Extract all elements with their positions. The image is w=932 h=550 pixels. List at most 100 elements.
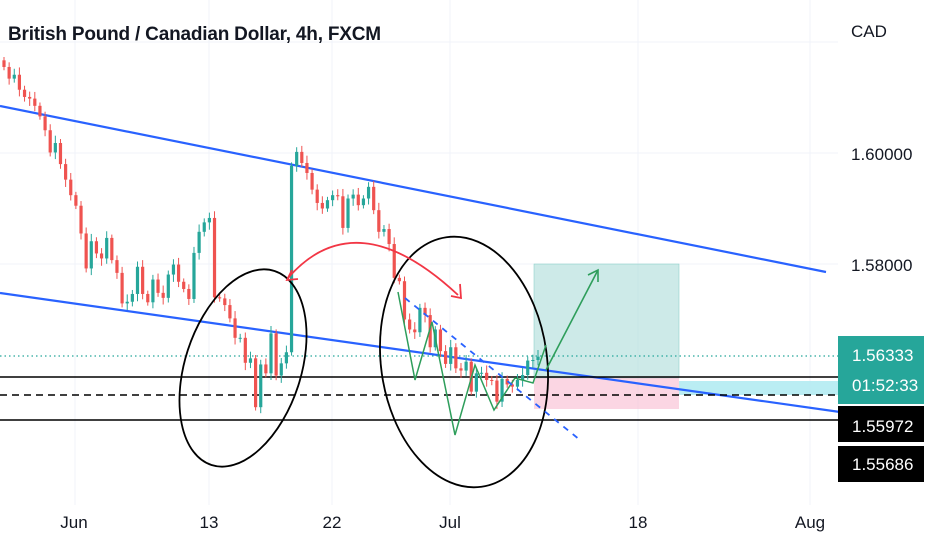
x-tick-13: 13	[200, 513, 219, 532]
candle-body	[315, 189, 319, 203]
candle-body	[520, 375, 525, 380]
candle-body	[197, 231, 201, 253]
candle-body	[182, 281, 186, 289]
candle-body	[428, 315, 432, 348]
candle-body	[382, 229, 386, 232]
candle-body	[243, 337, 247, 363]
chart-title: British Pound / Canadian Dollar, 4h, FXC…	[8, 24, 381, 45]
candle-body	[202, 222, 206, 232]
arc-arrow-head-left	[285, 269, 299, 282]
candle-body	[495, 380, 499, 402]
upper-trend-line[interactable]	[0, 104, 827, 274]
candle-body	[58, 143, 63, 165]
candle-body	[351, 194, 355, 199]
candle-body	[207, 217, 211, 223]
candle-body	[372, 186, 376, 211]
candle-body	[356, 194, 360, 206]
candle-body	[84, 233, 88, 269]
candle-body	[99, 253, 104, 259]
candle-body	[33, 98, 37, 106]
candle-body	[464, 361, 468, 371]
zigzag-pattern[interactable]	[397, 291, 547, 436]
candle-body	[141, 266, 145, 294]
candle-body	[336, 195, 340, 197]
candle-body	[284, 352, 289, 364]
candle-body	[223, 298, 227, 306]
level-1-badge	[838, 406, 924, 442]
candle-body	[305, 162, 309, 173]
candle-body	[135, 266, 140, 294]
dashed-channel-line[interactable]	[404, 297, 581, 441]
x-tick-aug: Aug	[795, 513, 825, 532]
candle-body	[120, 272, 124, 304]
candle-body	[413, 329, 417, 333]
y-tick-2: 1.58000	[851, 256, 912, 275]
candle-body	[279, 363, 283, 376]
candle-body	[94, 241, 99, 254]
x-tick-jun: Jun	[60, 513, 87, 532]
candle-body	[300, 151, 304, 163]
candle-body	[151, 279, 155, 303]
countdown-band	[679, 381, 838, 395]
candle-body	[248, 358, 253, 363]
candle-body	[110, 237, 114, 261]
level-2-badge	[838, 446, 924, 482]
candle-body	[218, 297, 222, 299]
candle-body	[64, 164, 68, 180]
projection-arrow[interactable]	[545, 269, 599, 371]
candle-body	[397, 277, 401, 282]
candle-body	[74, 195, 78, 206]
candle-body	[485, 372, 489, 380]
candle-body	[361, 198, 366, 206]
candle-series	[2, 56, 540, 414]
countdown-value: 01:52:33	[852, 376, 918, 395]
arc-arrow[interactable]	[287, 241, 459, 296]
candle-body	[89, 241, 93, 269]
candle-body	[515, 379, 520, 387]
y-tick-1: 1.60000	[851, 145, 912, 164]
candle-body	[526, 360, 530, 375]
candle-body	[69, 179, 73, 196]
candle-body	[253, 358, 258, 408]
candle-body	[443, 351, 448, 364]
candle-body	[423, 307, 427, 316]
left-circle[interactable]	[156, 253, 329, 483]
candle-body	[295, 151, 299, 166]
candle-body	[48, 130, 52, 153]
candle-body	[228, 305, 232, 319]
candle-body	[320, 202, 324, 209]
candle-body	[331, 195, 335, 201]
candle-body	[12, 74, 16, 79]
level-2-value: 1.55686	[852, 455, 913, 474]
candle-body	[449, 347, 453, 364]
candle-body	[187, 288, 191, 299]
right-circle[interactable]	[364, 226, 563, 499]
candle-body	[500, 378, 504, 402]
candle-body	[325, 200, 330, 209]
stop-zone	[534, 378, 679, 409]
candle-body	[408, 319, 412, 330]
x-tick-22: 22	[323, 513, 342, 532]
candle-body	[125, 301, 129, 304]
candle-body	[454, 347, 458, 369]
candle-body	[259, 364, 263, 408]
candle-body	[418, 307, 422, 333]
last-price-value: 1.56333	[852, 346, 913, 365]
candle-body	[310, 172, 314, 190]
candle-body	[156, 279, 160, 293]
lower-trend-line[interactable]	[0, 291, 841, 414]
candle-body	[233, 318, 237, 338]
candle-body	[28, 96, 32, 99]
x-tick-jul: Jul	[439, 513, 461, 532]
candle-body	[166, 274, 170, 298]
candle-body	[238, 337, 242, 339]
currency-label: CAD	[851, 22, 887, 41]
candle-body	[366, 186, 371, 199]
candle-body	[130, 293, 134, 302]
target-zone	[533, 263, 680, 379]
candle-body	[79, 205, 83, 234]
candle-body	[392, 244, 396, 278]
candle-body	[402, 281, 407, 320]
candle-body	[38, 105, 42, 117]
